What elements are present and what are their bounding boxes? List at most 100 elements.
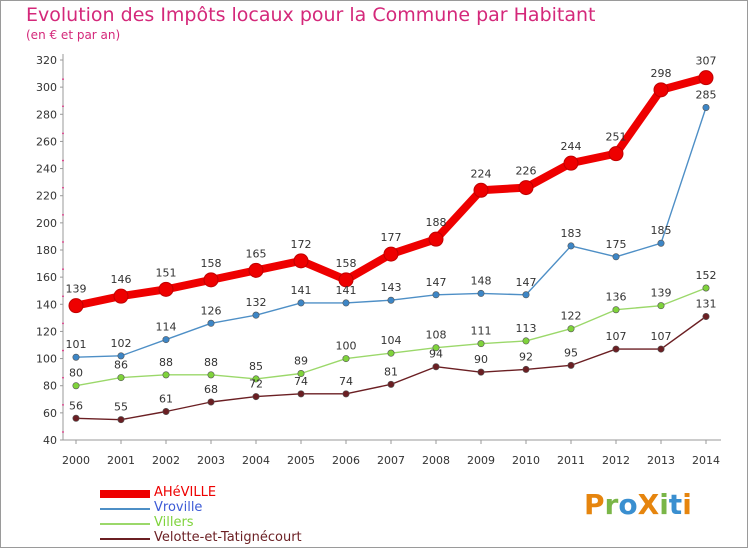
data-point: [657, 302, 665, 310]
data-point: [252, 311, 260, 319]
data-point: [207, 398, 215, 406]
data-point: [252, 375, 260, 383]
y-tick-label: 180: [36, 244, 57, 257]
data-point: [342, 390, 350, 398]
data-label: 132: [246, 296, 267, 309]
y-tick-label: 40: [43, 434, 57, 447]
data-point: [72, 382, 80, 390]
legend-label: Vroville: [154, 500, 203, 515]
data-point: [653, 82, 669, 98]
data-label: 143: [381, 281, 402, 294]
logo-letter: r: [604, 488, 619, 521]
legend-label: Villers: [154, 515, 194, 530]
data-label: 307: [696, 55, 717, 68]
y-tick-label: 100: [36, 353, 57, 366]
data-point: [387, 380, 395, 388]
y-tick-label: 300: [36, 81, 57, 94]
data-point: [522, 337, 530, 345]
data-label: 104: [381, 334, 402, 347]
data-label: 151: [156, 266, 177, 279]
data-label: 122: [561, 310, 582, 323]
y-minor-mark: [62, 431, 64, 433]
data-point: [608, 146, 624, 162]
y-tick-label: 240: [36, 163, 57, 176]
x-tick-label: 2011: [557, 454, 585, 467]
data-point: [518, 180, 534, 196]
data-label: 158: [201, 257, 222, 270]
data-point: [207, 319, 215, 327]
y-tick-label: 280: [36, 108, 57, 121]
data-label: 172: [291, 238, 312, 251]
data-point: [162, 336, 170, 344]
data-point: [207, 371, 215, 379]
data-point: [432, 291, 440, 299]
data-label: 136: [606, 291, 627, 304]
y-tick-label: 120: [36, 325, 57, 338]
data-point: [702, 284, 710, 292]
x-tick-label: 2009: [467, 454, 495, 467]
data-label: 74: [294, 375, 308, 388]
data-label: 158: [336, 257, 357, 270]
data-label: 100: [336, 340, 357, 353]
y-minor-mark: [62, 186, 64, 189]
data-point: [162, 407, 170, 415]
y-minor-mark: [62, 295, 64, 298]
legend-label: Velotte-et-Tatignécourt: [154, 530, 302, 545]
y-minor-mark: [62, 376, 64, 379]
x-tick-label: 2006: [332, 454, 360, 467]
data-point: [383, 246, 399, 262]
y-tick-label: 260: [36, 135, 57, 148]
data-label: 81: [384, 365, 398, 378]
x-tick-label: 2012: [602, 454, 630, 467]
data-label: 111: [471, 325, 492, 338]
data-point: [158, 281, 174, 297]
legend-swatch: [100, 490, 150, 498]
data-point: [297, 390, 305, 398]
data-point: [113, 288, 129, 304]
logo-letter: t: [668, 488, 683, 521]
data-label: 95: [564, 346, 578, 359]
data-point: [702, 104, 710, 112]
y-minor-mark: [62, 322, 64, 325]
data-point: [293, 253, 309, 269]
data-point: [612, 306, 620, 314]
data-label: 88: [204, 356, 218, 369]
logo-letter: i: [682, 488, 692, 521]
data-point: [387, 296, 395, 304]
data-label: 68: [204, 383, 218, 396]
legend-swatch: [100, 508, 150, 510]
data-label: 146: [111, 273, 132, 286]
data-point: [297, 299, 305, 307]
y-tick-label: 140: [36, 298, 57, 311]
data-label: 72: [249, 378, 263, 391]
data-label: 89: [294, 355, 308, 368]
data-point: [72, 414, 80, 422]
chart-subtitle: (en € et par an): [26, 28, 121, 42]
data-label: 113: [516, 322, 537, 335]
data-point: [477, 340, 485, 348]
x-tick-label: 2003: [197, 454, 225, 467]
data-point: [342, 355, 350, 363]
data-label: 107: [606, 330, 627, 343]
data-label: 139: [66, 283, 87, 296]
data-point: [473, 182, 489, 198]
data-point: [68, 298, 84, 314]
data-label: 107: [651, 330, 672, 343]
data-point: [297, 369, 305, 377]
y-tick-label: 200: [36, 217, 57, 230]
data-point: [698, 70, 714, 86]
x-tick-label: 2010: [512, 454, 540, 467]
data-label: 94: [429, 348, 443, 361]
y-minor-mark: [62, 132, 64, 135]
data-label: 141: [291, 284, 312, 297]
data-point: [72, 353, 80, 361]
data-label: 226: [516, 165, 537, 178]
data-point: [702, 312, 710, 320]
data-label: 188: [426, 216, 447, 229]
logo-letter: i: [659, 488, 669, 521]
y-tick-label: 80: [43, 380, 57, 393]
data-point: [567, 361, 575, 369]
y-tick-label: 60: [43, 407, 57, 420]
data-label: 114: [156, 321, 177, 334]
